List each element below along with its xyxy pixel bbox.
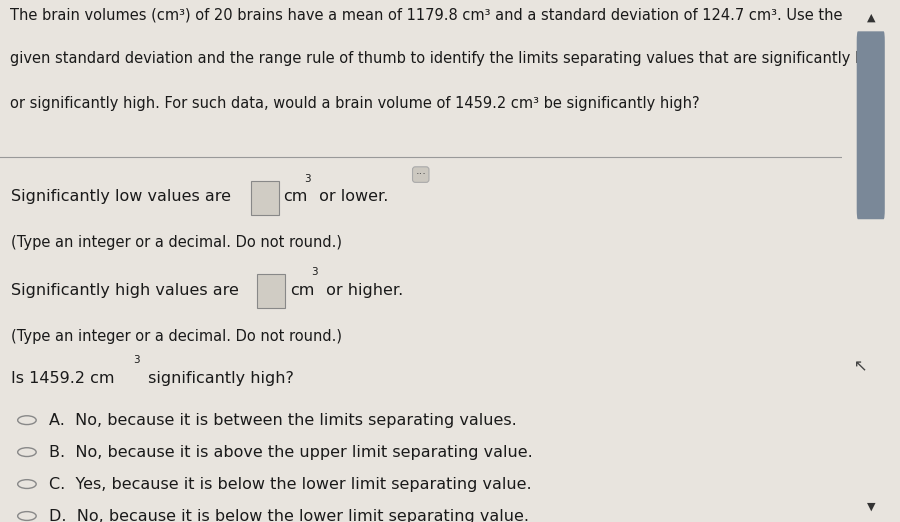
Text: or higher.: or higher.: [320, 283, 403, 298]
Text: significantly high?: significantly high?: [143, 371, 294, 386]
Text: or lower.: or lower.: [314, 189, 388, 204]
Text: Significantly low values are: Significantly low values are: [11, 189, 236, 204]
Text: 3: 3: [133, 355, 140, 365]
Text: D.  No, because it is below the lower limit separating value.: D. No, because it is below the lower lim…: [49, 508, 529, 522]
Text: Is 1459.2 cm: Is 1459.2 cm: [11, 371, 114, 386]
Text: ▲: ▲: [867, 13, 875, 23]
FancyBboxPatch shape: [251, 181, 278, 215]
Text: (Type an integer or a decimal. Do not round.): (Type an integer or a decimal. Do not ro…: [11, 329, 342, 344]
Text: ···: ···: [415, 170, 427, 180]
Text: cm: cm: [284, 189, 308, 204]
Text: The brain volumes (cm³) of 20 brains have a mean of 1179.8 cm³ and a standard de: The brain volumes (cm³) of 20 brains hav…: [10, 7, 842, 22]
Text: A.  No, because it is between the limits separating values.: A. No, because it is between the limits …: [49, 413, 517, 428]
FancyBboxPatch shape: [857, 31, 885, 219]
Text: given standard deviation and the range rule of thumb to identify the limits sepa: given standard deviation and the range r…: [10, 51, 880, 66]
Text: cm: cm: [291, 283, 315, 298]
Text: (Type an integer or a decimal. Do not round.): (Type an integer or a decimal. Do not ro…: [11, 235, 342, 250]
Text: B.  No, because it is above the upper limit separating value.: B. No, because it is above the upper lim…: [49, 445, 533, 459]
Text: ▼: ▼: [867, 502, 875, 512]
Text: or significantly high. For such data, would a brain volume of 1459.2 cm³ be sign: or significantly high. For such data, wo…: [10, 96, 699, 111]
Text: ↗: ↗: [850, 356, 868, 370]
Text: Significantly high values are: Significantly high values are: [11, 283, 244, 298]
Text: 3: 3: [311, 267, 318, 277]
FancyBboxPatch shape: [257, 275, 285, 309]
Text: C.  Yes, because it is below the lower limit separating value.: C. Yes, because it is below the lower li…: [49, 477, 531, 492]
Text: 3: 3: [304, 174, 311, 184]
